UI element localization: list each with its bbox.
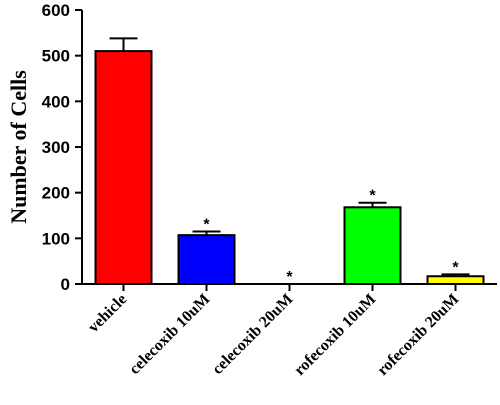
x-tick-label: rofecoxib 10uM [291,291,379,379]
x-tick-label: celecoxib 10uM [126,291,213,378]
y-tick-label: 200 [42,184,70,203]
bar [426,275,485,285]
bar [343,206,402,285]
significance-marker: * [369,188,376,205]
significance-marker: * [452,259,459,276]
significance-marker: * [286,269,293,286]
y-axis: 0 100 200 300 400 500 600 [42,1,83,294]
x-tick-label: celecoxib 20uM [209,291,296,378]
y-tick-label: 500 [42,47,70,66]
y-tick-label: 300 [42,138,70,157]
y-tick-label: 400 [42,92,70,111]
y-axis-label: Number of Cells [6,70,31,224]
bar [177,234,236,286]
y-tick-label: 0 [61,275,70,294]
x-tick-label: vehicle [85,291,130,336]
bar [94,50,153,285]
significance-marker: * [203,216,210,233]
y-tick-label: 600 [42,1,70,20]
bars: * * * * [94,37,485,286]
y-tick-label: 100 [42,229,70,248]
x-tick-label: rofecoxib 20uM [374,291,462,379]
